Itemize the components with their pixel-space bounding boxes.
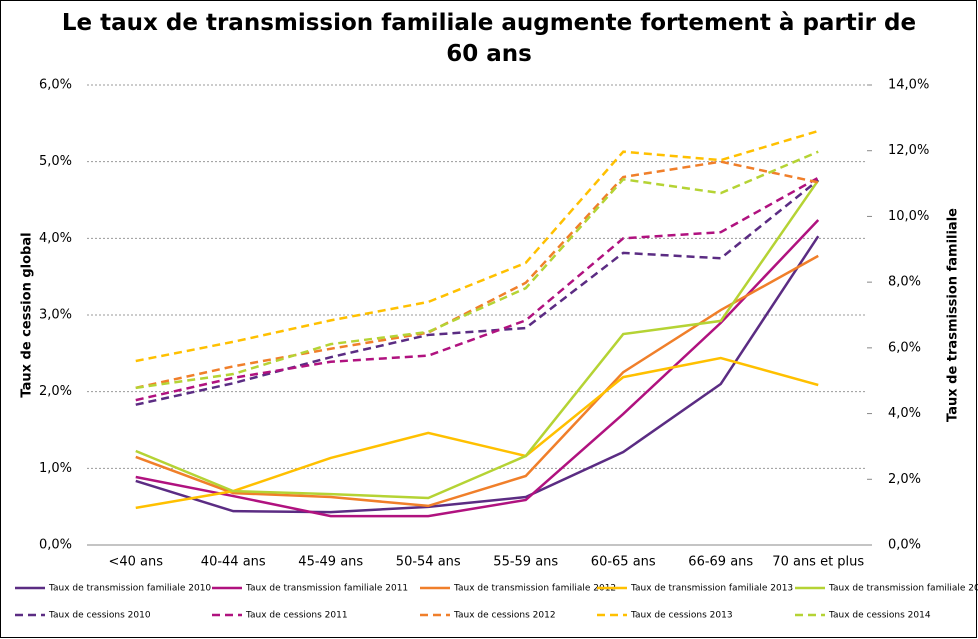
x-tick-label: 55-59 ans (493, 555, 558, 570)
series-line (135, 219, 820, 518)
legend-label: Taux de cessions 2014 (828, 611, 931, 621)
series-line (135, 160, 819, 390)
series-line (135, 254, 819, 508)
legend-label: Taux de transmission familiale 2010 (48, 584, 211, 594)
y-axis-label: Taux de cession global (20, 232, 35, 397)
y2-axis-label: Taux de trasmission familiale (946, 208, 961, 422)
y-tick-label: 3,0% (39, 308, 72, 323)
legend-label: Taux de transmission familiale 2014 (828, 584, 978, 594)
legend-label: Taux de cessions 2012 (453, 611, 556, 621)
y-tick-label: 1,0% (39, 461, 72, 476)
chart-title: Le taux de transmission familiale augmen… (61, 10, 917, 67)
series-line (135, 150, 819, 390)
x-tick-label: 40-44 ans (201, 555, 266, 570)
series-line (135, 179, 820, 500)
y-tick-label: 5,0% (39, 154, 72, 169)
y-tick-label: 4,0% (39, 231, 72, 246)
y-tick-label: 0,0% (39, 538, 72, 553)
series-line (135, 179, 820, 406)
y2-tick-label: 10,0% (888, 209, 929, 224)
legend-label: Taux de transmission familiale 2011 (245, 584, 408, 594)
series-line (135, 235, 820, 514)
y-tick-label: 2,0% (39, 384, 72, 399)
x-tick-label: 70 ans et plus (772, 555, 864, 570)
legend-label: Taux de transmission familiale 2013 (630, 584, 793, 594)
x-tick-label: <40 ans (108, 555, 163, 570)
y-tick-label: 6,0% (39, 78, 72, 93)
y2-tick-label: 0,0% (888, 538, 921, 553)
x-tick-label: 60-65 ans (591, 555, 656, 570)
x-tick-label: 66-69 ans (688, 555, 753, 570)
x-tick-label: 45-49 ans (298, 555, 363, 570)
legend-label: Taux de transmission familiale 2012 (453, 584, 616, 594)
legend-label: Taux de cessions 2011 (245, 611, 348, 621)
y2-tick-label: 4,0% (888, 406, 921, 421)
legend-label: Taux de cessions 2013 (630, 611, 733, 621)
series-line (135, 356, 819, 510)
legend-label: Taux de cessions 2010 (48, 611, 151, 621)
y2-tick-label: 2,0% (888, 472, 921, 487)
x-tick-label: 50-54 ans (396, 555, 461, 570)
y2-tick-label: 8,0% (888, 275, 921, 290)
y2-tick-label: 14,0% (888, 78, 929, 93)
title-box: Le taux de transmission familiale augmen… (61, 10, 917, 67)
y2-tick-label: 6,0% (888, 340, 921, 355)
y2-tick-label: 12,0% (888, 143, 929, 158)
